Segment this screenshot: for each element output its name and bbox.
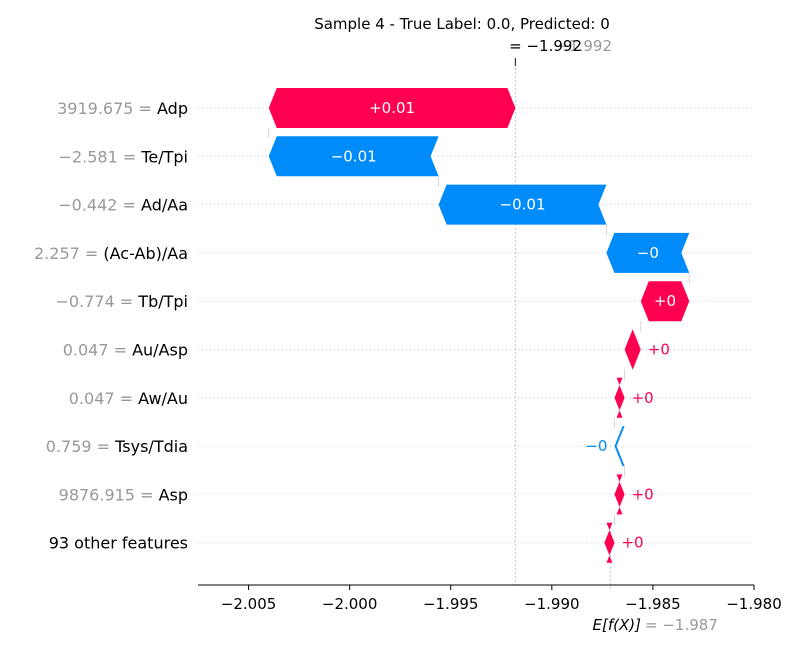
bars: +0.01 −0.01 −0.01 −0 +0 +0 +0 −0 +0 +0 xyxy=(268,88,690,563)
x-tick-label: −1.990 xyxy=(524,595,580,613)
base-label-value: = −1.987 xyxy=(645,616,718,634)
feature-labels: 3919.675 = Adp −2.581 = Te/Tpi −0.442 = Ad… xyxy=(34,99,188,553)
feature-name: Asp xyxy=(159,485,188,504)
feature-name: Tsys/Tdia xyxy=(114,437,188,456)
feature-name: Aw/Au xyxy=(138,389,188,408)
feature-name: Adp xyxy=(157,99,188,118)
feature-name: Au/Asp xyxy=(132,341,188,360)
feature-label: 0.759 = Tsys/Tdia xyxy=(46,437,188,456)
feature-label: 0.047 = Aw/Au xyxy=(69,389,188,408)
fx-value-label: = −1.992 xyxy=(509,37,582,55)
feature-label: 9876.915 = Asp xyxy=(59,485,188,504)
x-tick-label: −2.000 xyxy=(322,595,378,613)
bar-value-label: +0.01 xyxy=(369,99,415,117)
feature-value: 2.257 = xyxy=(34,244,103,263)
feature-name: Tb/Tpi xyxy=(137,292,188,311)
x-tick-label: −1.985 xyxy=(625,595,681,613)
bar-value-label: −0.01 xyxy=(331,147,377,165)
x-tick-label: −1.980 xyxy=(726,595,782,613)
x-tick-label: −1.995 xyxy=(423,595,479,613)
bar-negative xyxy=(614,426,625,467)
feature-value: −0.442 = xyxy=(58,196,141,215)
bar-negative xyxy=(438,184,607,225)
feature-name: Te/Tpi xyxy=(140,147,188,166)
reference-lines xyxy=(514,58,611,589)
bar-value-label: +0 xyxy=(654,292,676,310)
feature-label: −0.442 = Ad/Aa xyxy=(58,196,188,215)
bar-positive xyxy=(624,329,641,370)
feature-label: 2.257 = (Ac-Ab)/Aa xyxy=(34,244,188,263)
bar-value-label: −0 xyxy=(585,437,607,455)
fx-value-ghost: −1.992 xyxy=(556,37,612,55)
x-axis: −2.005 −2.000 −1.995 −1.990 −1.985 −1.980 xyxy=(198,584,782,613)
feature-label: 3919.675 = Adp xyxy=(57,99,188,118)
bar-positive xyxy=(604,522,615,563)
bar-positive xyxy=(614,377,625,418)
feature-label: 0.047 = Au/Asp xyxy=(63,341,188,360)
feature-value: −0.774 = xyxy=(56,292,139,311)
bar-positive xyxy=(268,88,516,128)
bar-value-label: −0.01 xyxy=(500,196,546,214)
feature-value: 0.047 = xyxy=(69,389,138,408)
feature-label: −0.774 = Tb/Tpi xyxy=(56,292,189,311)
feature-value: 0.047 = xyxy=(63,341,132,360)
feature-label: −2.581 = Te/Tpi xyxy=(59,147,188,166)
bar-positive xyxy=(640,281,690,322)
base-label-name: E[f(X)] xyxy=(593,616,642,634)
feature-name: Ad/Aa xyxy=(141,196,188,215)
bar-value-label: +0 xyxy=(632,389,654,407)
feature-value: 9876.915 = xyxy=(59,485,159,504)
bar-value-label: +0 xyxy=(621,534,643,552)
feature-label: 93 other features xyxy=(49,534,188,553)
feature-value: 0.759 = xyxy=(46,437,115,456)
feature-value: −2.581 = xyxy=(59,147,142,166)
bar-negative xyxy=(606,232,690,273)
feature-name: 93 other features xyxy=(49,534,188,553)
feature-name: (Ac-Ab)/Aa xyxy=(103,244,188,263)
bar-value-label: −0 xyxy=(637,244,659,262)
feature-value: 3919.675 = xyxy=(57,99,157,118)
base-value-label: E[f(X)] = −1.987 xyxy=(593,616,718,634)
bar-negative xyxy=(268,136,439,177)
bar-value-label: +0 xyxy=(632,485,654,503)
x-tick-label: −2.005 xyxy=(221,595,277,613)
bar-value-label: +0 xyxy=(648,341,670,359)
chart-title: Sample 4 - True Label: 0.0, Predicted: 0 xyxy=(314,15,610,33)
bar-positive xyxy=(614,474,625,515)
